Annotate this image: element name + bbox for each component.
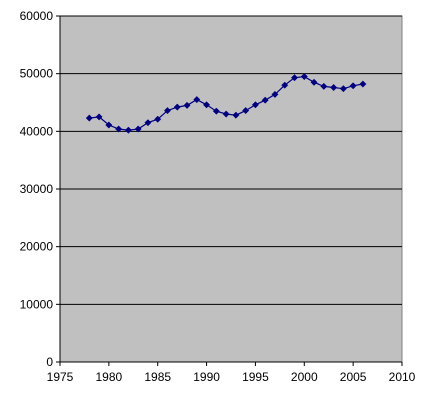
data-point bbox=[173, 103, 181, 111]
data-point bbox=[349, 82, 357, 90]
data-point bbox=[124, 126, 132, 134]
x-tick-label: 2005 bbox=[340, 370, 367, 384]
data-point bbox=[339, 85, 347, 93]
data-point bbox=[359, 80, 367, 88]
y-tick-label: 10000 bbox=[20, 297, 54, 311]
data-point bbox=[163, 107, 172, 115]
data-point bbox=[310, 78, 318, 86]
y-axis-ticks: 0 10000 20000 30000 40000 50000 60000 bbox=[20, 9, 60, 369]
x-tick-label: 1980 bbox=[96, 370, 123, 384]
data-point bbox=[183, 101, 191, 109]
data-point bbox=[212, 107, 220, 115]
x-tick-label: 2010 bbox=[389, 370, 416, 384]
data-point bbox=[330, 83, 338, 92]
y-tick-label: 30000 bbox=[20, 182, 54, 196]
series-group bbox=[85, 72, 367, 134]
data-point bbox=[193, 96, 201, 104]
data-point bbox=[320, 82, 328, 90]
y-tick-label: 40000 bbox=[20, 124, 54, 138]
data-point bbox=[261, 96, 269, 104]
x-tick-label: 1995 bbox=[242, 370, 269, 384]
data-point bbox=[95, 113, 103, 121]
data-point bbox=[144, 119, 152, 127]
data-point bbox=[232, 111, 240, 119]
x-tick-label: 1975 bbox=[47, 370, 74, 384]
x-tick-label: 1985 bbox=[144, 370, 171, 384]
data-point bbox=[271, 90, 279, 98]
data-point bbox=[242, 107, 250, 115]
y-tick-label: 50000 bbox=[20, 67, 54, 81]
data-point bbox=[290, 74, 299, 82]
data-point bbox=[154, 115, 162, 123]
data-point bbox=[281, 81, 289, 89]
data-point bbox=[251, 101, 259, 109]
data-point bbox=[203, 101, 211, 109]
x-axis-ticks: 1975 1980 1985 1990 1995 2000 2005 2010 bbox=[47, 362, 416, 384]
data-point bbox=[300, 72, 308, 81]
y-tick-label: 20000 bbox=[20, 240, 54, 254]
data-point bbox=[115, 125, 123, 133]
y-tick-label: 60000 bbox=[20, 9, 54, 23]
x-tick-label: 2000 bbox=[291, 370, 318, 384]
data-point bbox=[85, 114, 93, 122]
data-point bbox=[222, 110, 230, 118]
x-tick-label: 1990 bbox=[193, 370, 220, 384]
data-point bbox=[105, 121, 113, 129]
data-point bbox=[134, 125, 142, 133]
y-tick-label: 0 bbox=[46, 355, 53, 369]
gridlines bbox=[60, 15, 402, 305]
